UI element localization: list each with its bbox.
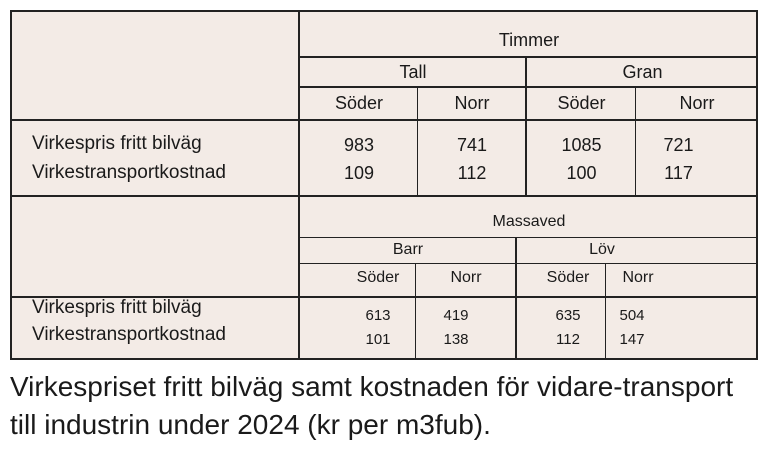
- cell: 419: [443, 307, 469, 324]
- divider: [299, 56, 758, 58]
- species-header: Tall: [399, 62, 427, 82]
- row-label: Virkestransportkostnad: [32, 162, 226, 183]
- group-header-massaved: Massaved: [492, 213, 566, 230]
- cell: 1085: [561, 135, 602, 155]
- price-table: [10, 10, 758, 360]
- cell: 101: [365, 331, 391, 348]
- cell: 112: [457, 163, 487, 183]
- region-header: Norr: [454, 93, 490, 113]
- divider: [299, 263, 758, 264]
- cell: 112: [556, 331, 580, 348]
- region-header: Söder: [546, 269, 590, 286]
- group-header-timmer: Timmer: [498, 30, 560, 50]
- row-label: Virkespris fritt bilväg: [32, 133, 202, 154]
- divider: [299, 237, 758, 238]
- divider: [10, 195, 758, 197]
- cell: 147: [619, 331, 645, 348]
- cell: 721: [663, 135, 694, 155]
- table-caption: Virkespriset fritt bilväg samt kostnaden…: [10, 371, 734, 440]
- cell: 504: [619, 307, 645, 324]
- region-header: Söder: [356, 269, 400, 286]
- divider: [10, 296, 758, 298]
- species-header: Löv: [589, 241, 615, 258]
- species-header: Barr: [392, 241, 424, 258]
- region-header: Norr: [622, 269, 654, 286]
- divider: [417, 87, 418, 196]
- divider: [635, 87, 636, 196]
- row-label: Virkestransportkostnad: [32, 324, 226, 345]
- cell: 117: [664, 163, 693, 183]
- region-header: Söder: [557, 93, 606, 113]
- species-header: Gran: [622, 62, 663, 82]
- cell: 138: [443, 331, 469, 348]
- region-header: Norr: [450, 269, 482, 286]
- cell: 635: [555, 307, 581, 324]
- divider: [298, 10, 300, 360]
- cell: 109: [343, 163, 375, 183]
- region-header: Norr: [679, 93, 715, 113]
- divider: [605, 264, 606, 360]
- divider: [10, 119, 758, 121]
- cell: 613: [365, 307, 391, 324]
- divider: [299, 86, 758, 88]
- divider: [525, 57, 527, 196]
- divider: [415, 264, 416, 360]
- divider: [515, 238, 517, 360]
- cell: 100: [566, 163, 597, 183]
- region-header: Söder: [334, 93, 384, 113]
- cell: 741: [456, 135, 488, 155]
- row-label: Virkespris fritt bilväg: [32, 297, 202, 318]
- cell: 983: [343, 135, 375, 155]
